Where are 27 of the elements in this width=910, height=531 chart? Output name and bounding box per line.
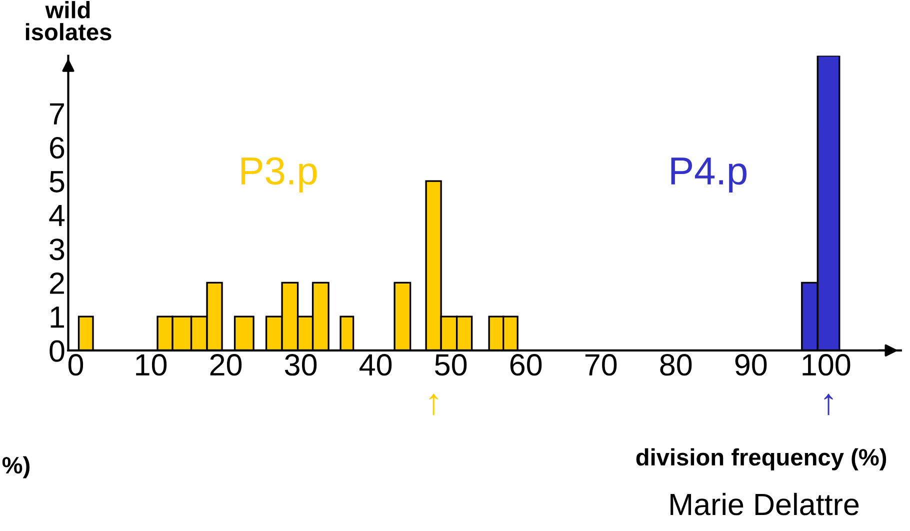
x-axis-title: division frequency (%) [636, 448, 886, 470]
x-tick-label: 20 [210, 354, 242, 376]
text: ↑ [429, 394, 438, 416]
y-tick-label: 4 [49, 205, 65, 226]
y-tick-label: 5 [50, 171, 64, 192]
y-axis-title: wild isolates [26, 1, 112, 40]
series-label: P4.p [671, 158, 746, 192]
text: ↑ [824, 394, 833, 416]
x-tick-label: 70 [585, 354, 617, 376]
text: Marie Delattre [670, 492, 859, 516]
text: %) [2, 456, 30, 478]
x-tick-label: 10 [136, 354, 167, 376]
x-tick-label: 80 [660, 354, 692, 376]
x-tick-label: 0 [68, 354, 84, 376]
x-tick-label: 50 [435, 354, 467, 376]
y-tick-label: 1 [50, 306, 64, 328]
text: P3.p [241, 157, 317, 192]
y-tick-label: 6 [50, 136, 64, 159]
x-tick-label: 100 [802, 354, 850, 376]
x-tick-label: 30 [284, 354, 317, 376]
y-tick-label: 3 [50, 238, 64, 260]
x-tick-label: 90 [735, 354, 767, 376]
x-tick-label: 60 [510, 354, 542, 376]
y-tick-label: 0 [50, 340, 64, 362]
y-tick-label: 2 [50, 272, 64, 294]
y-tick-label: 7 [50, 103, 64, 124]
x-tick-label: 40 [360, 354, 392, 376]
